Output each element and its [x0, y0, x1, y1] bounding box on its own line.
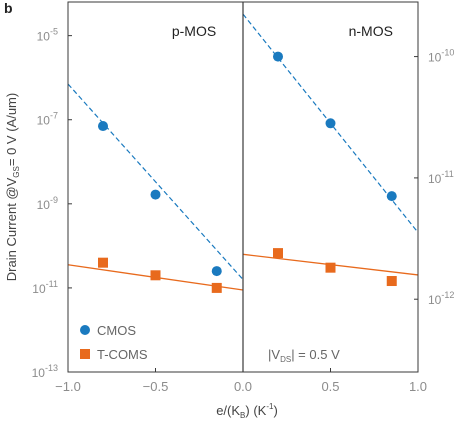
- cmos-point: [150, 189, 161, 200]
- y-right-tick-label: 10-12: [428, 290, 454, 307]
- y-left-tick-label: 10-13: [32, 363, 58, 380]
- x-axis-label: e/(KB) (K-1): [216, 402, 278, 420]
- cmos-point: [325, 118, 336, 129]
- tcoms-point: [150, 270, 161, 281]
- y-axis-label: Drain Current @VGS= 0 V (A/um): [4, 93, 21, 281]
- legend-cmos-marker: [80, 325, 90, 335]
- y-left-tick-label: 10-5: [37, 27, 58, 44]
- cmos-point: [98, 121, 108, 132]
- y-left-tick-label: 10-11: [32, 279, 58, 296]
- x-tick-label: −0.5: [143, 379, 169, 394]
- panel-title-pmos: p-MOS: [172, 23, 216, 39]
- vds-annotation: |VDS| = 0.5 V: [268, 347, 340, 364]
- legend-tcoms-marker: [80, 349, 90, 359]
- tcoms-point: [325, 262, 336, 273]
- panel-label: b: [4, 0, 13, 16]
- cmos-fit-line: [67, 83, 244, 280]
- cmos-point: [273, 51, 283, 62]
- tcoms-point: [98, 257, 108, 268]
- legend-cmos-label: CMOS: [97, 323, 136, 338]
- tcoms-point: [386, 276, 397, 287]
- y-left-tick-label: 10-9: [37, 195, 58, 212]
- panel-title-nmos: n-MOS: [349, 23, 393, 39]
- tcoms-point: [211, 282, 222, 293]
- y-right-tick-label: 10-11: [428, 169, 454, 186]
- x-tick-label: 0.5: [321, 379, 339, 394]
- tcoms-point: [273, 248, 283, 259]
- x-tick-label: 0.0: [234, 379, 252, 394]
- x-tick-label: 1.0: [409, 379, 427, 394]
- legend-tcoms-label: T-COMS: [97, 347, 148, 362]
- cmos-point: [386, 191, 397, 202]
- x-tick-label: −1.0: [55, 379, 81, 394]
- cmos-point: [211, 266, 222, 277]
- y-right-tick-label: 10-10: [428, 48, 454, 65]
- y-left-tick-label: 10-7: [37, 111, 58, 128]
